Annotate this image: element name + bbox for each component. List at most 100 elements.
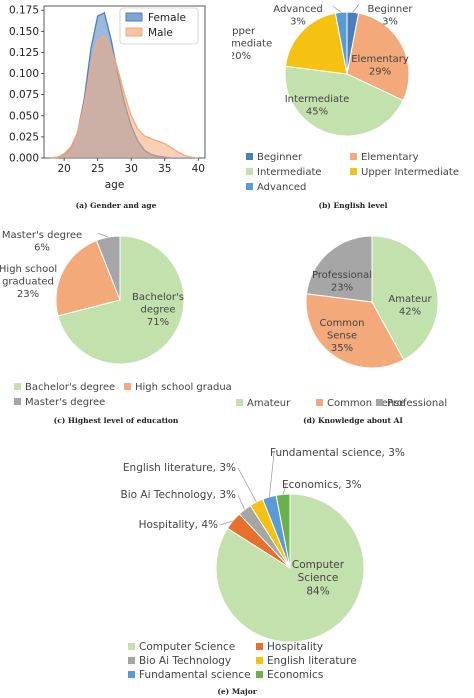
label-english-literature: English literature, 3%: [123, 462, 236, 474]
x-axis-label: age: [105, 179, 125, 191]
d-legend-swatch: [376, 399, 383, 406]
label-masters: Master's degree 6%: [2, 230, 82, 254]
label-high-school: High school graduated 23%: [0, 264, 57, 300]
e-legend-swatch: [128, 671, 135, 678]
e-legend-label: Economics: [267, 669, 323, 681]
c-slice-bachelor-s-degree: [57, 235, 185, 365]
c-legend: Bachelor's degree High school graduated Ma…: [14, 382, 232, 408]
d-legend-swatch: [316, 399, 323, 406]
e-legend-swatch: [128, 643, 135, 650]
label-elementary: Elementary 29%: [351, 54, 409, 78]
b-legend-label: Elementary: [361, 152, 419, 163]
d-legend-label: Professional: [387, 398, 447, 409]
y-tick-label: 0.100: [9, 68, 39, 80]
b-legend-swatch: [246, 168, 253, 175]
d-slice-professional: [305, 235, 373, 303]
y-tick-label: 0.050: [9, 110, 39, 122]
y-tick-label: 0.175: [9, 5, 39, 17]
b-legend-label: Intermediate: [257, 167, 322, 178]
e-legend-label: Bio Ai Technology: [139, 655, 231, 667]
label-bio-ai-technology: Bio Ai Technology, 3%: [121, 489, 236, 501]
y-tick-label: 0.025: [9, 131, 39, 143]
b-slice-elementary: [346, 12, 410, 102]
chart-d-ai-knowledge: Amateur 42% Common Sense 35% Professional 23% A…: [236, 235, 447, 409]
b-legend-swatch: [246, 183, 253, 190]
b-slice-upper-intermediate: [284, 12, 348, 75]
chart-c-education: Bachelor's degree 71% High school graduated 2…: [0, 230, 232, 408]
c-legend-swatch: [14, 383, 21, 390]
x-tick-label: 30: [125, 163, 138, 175]
leader-beginner: [352, 4, 360, 13]
label-economics: Economics, 3%: [282, 479, 362, 491]
d-legend-label: Common Sense: [327, 398, 405, 409]
b-legend: Beginner Elementary Intermediate Upper Inte…: [246, 152, 459, 193]
caption-e: (e) Major: [217, 687, 257, 696]
x-tick-label: 40: [192, 163, 205, 175]
e-legend-label: Hospitality: [267, 641, 323, 653]
caption-d: (d) Knowledge about AI: [303, 416, 403, 425]
legend-swatch-female: [125, 12, 143, 22]
d-slice-amateur: [371, 235, 439, 361]
d-legend-label: Amateur: [247, 398, 291, 409]
label-fundamental-science: Fundamental science, 3%: [270, 447, 405, 459]
b-legend-swatch: [246, 153, 253, 160]
leader-masters: [97, 232, 109, 238]
b-legend-swatch: [350, 153, 357, 160]
b-legend-swatch: [350, 168, 357, 175]
d-legend-swatch: [236, 399, 243, 406]
e-legend-swatch: [256, 657, 263, 664]
label-professional: Professional 23%: [312, 270, 372, 294]
e-legend-label: English literature: [267, 655, 357, 667]
leader-advanced: [332, 5, 342, 13]
legend-label-male: Male: [148, 27, 173, 39]
legend-swatch-male: [125, 27, 143, 37]
e-legend-label: Computer Science: [139, 641, 235, 653]
c-slice-high-school-graduated: [55, 239, 121, 317]
leader-hospitality: [219, 520, 234, 526]
c-legend-label: Master's degree: [25, 397, 105, 408]
b-legend-label: Beginner: [257, 152, 303, 163]
y-tick-label: 0.125: [9, 47, 39, 59]
c-legend-label: High school graduated: [135, 382, 232, 393]
e-legend-swatch: [128, 657, 135, 664]
x-tick-label: 35: [158, 163, 171, 175]
label-computer-science: Computer Science 84%: [292, 559, 345, 597]
b-legend-label: Upper Intermediate: [361, 167, 459, 178]
leader-economics: [282, 484, 287, 495]
label-beginner: Beginner 3%: [367, 4, 413, 28]
e-legend-swatch: [256, 671, 263, 678]
caption-a: (a) Gender and age: [75, 201, 157, 210]
e-legend-label: Fundamental science: [139, 669, 251, 681]
leader-english-literature: [237, 467, 257, 503]
label-advanced: Advanced 3%: [273, 4, 322, 28]
label-hospitality: Hospitality, 4%: [139, 519, 218, 531]
chart-a-gender-age: 0.000 0.025 0.050 0.075 0.100 0.125 0.150 0.175…: [9, 5, 206, 191]
chart-e-major: Computer Science 84% Hospitality, 4% Bio Ai …: [121, 447, 405, 681]
c-legend-swatch: [124, 383, 131, 390]
e-legend-swatch: [256, 643, 263, 650]
label-intermediate: Intermediate 45%: [285, 94, 350, 118]
x-tick-label: 20: [57, 163, 70, 175]
y-tick-label: 0.075: [9, 89, 39, 101]
label-upper-intermediate: UpperIntermediate20%: [232, 26, 272, 62]
c-legend-label: Bachelor's degree: [25, 382, 115, 393]
caption-c: (c) Highest level of education: [53, 416, 179, 425]
legend-label-female: Female: [148, 12, 186, 24]
label-bachelors: Bachelor's degree 71%: [132, 292, 184, 328]
leader-fundamental-science: [269, 452, 275, 497]
b-legend-label: Advanced: [257, 182, 306, 193]
y-tick-label: 0.000: [9, 153, 39, 165]
e-legend: Computer Science Hospitality Bio Ai Techno…: [128, 641, 357, 681]
label-common-sense: Common Sense 35%: [319, 318, 364, 354]
c-legend-swatch: [14, 398, 21, 405]
caption-b: (b) English level: [318, 201, 388, 210]
e-slice-economics: [275, 493, 291, 569]
line-male: [50, 34, 199, 159]
b-slice-intermediate: [284, 65, 404, 137]
label-amateur: Amateur 42%: [388, 294, 432, 318]
x-tick-label: 25: [91, 163, 104, 175]
leader-bio-ai-technology: [237, 494, 245, 510]
d-slice-common-sense: [305, 293, 405, 369]
